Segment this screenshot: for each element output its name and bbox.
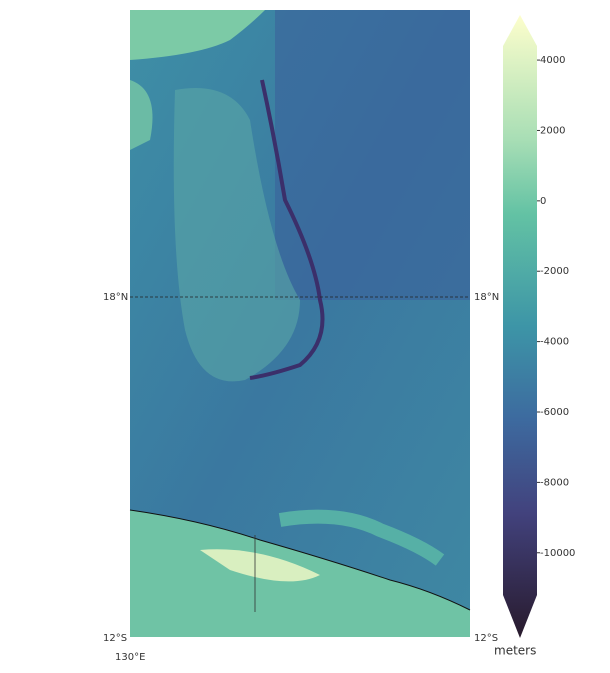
highlands	[200, 549, 320, 582]
trench	[249, 79, 325, 380]
colorbar-tick-label: 2000	[540, 125, 565, 136]
land-north	[130, 10, 265, 60]
map-area	[129, 10, 471, 637]
ridge	[173, 88, 300, 382]
colorbar-body	[503, 15, 537, 638]
colorbar-tick-label: -6000	[540, 407, 569, 418]
coastline	[129, 509, 471, 611]
colorbar-tick-label: -8000	[540, 477, 569, 488]
colorbar-tick-label: -10000	[540, 548, 575, 559]
colorbar-tick-label: 0	[540, 196, 546, 207]
land-northwest	[130, 80, 153, 150]
colorbar-tick-label: -2000	[540, 266, 569, 277]
lat-label: 12°S	[474, 633, 498, 644]
shelf	[278, 509, 445, 566]
deep-basin	[275, 10, 470, 300]
colorbar-tick-label: -4000	[540, 337, 569, 348]
lat-label: 18°N	[474, 292, 499, 303]
colorbar-label: meters	[494, 644, 536, 658]
lat-label: 12°S	[103, 633, 127, 644]
lon-label: 130°E	[115, 652, 145, 663]
colorbar-tick-label: 4000	[540, 55, 565, 66]
lat-label: 18°N	[103, 292, 128, 303]
